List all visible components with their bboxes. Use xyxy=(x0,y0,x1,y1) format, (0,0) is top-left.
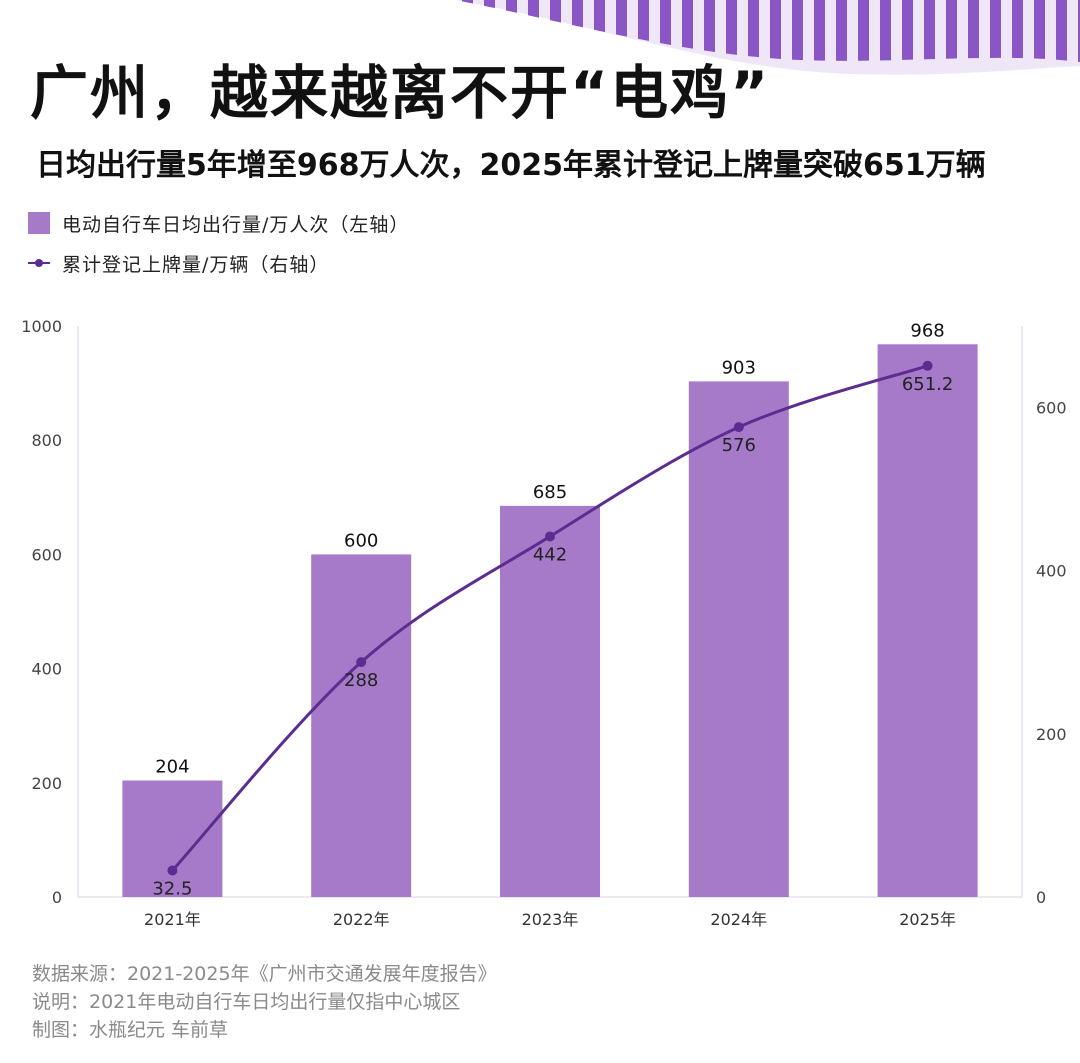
deco-stripe xyxy=(748,0,759,62)
deco-stripe xyxy=(1078,0,1080,62)
deco-stripe xyxy=(1034,0,1045,62)
y-right-tick-label: 400 xyxy=(1036,562,1067,581)
bar xyxy=(311,554,412,897)
deco-stripe xyxy=(638,0,649,62)
source-note: 数据来源：2021-2025年《广州市交通发展年度报告》 xyxy=(32,963,497,985)
decorative-stripe-wave xyxy=(455,0,1080,75)
y-left-tick-label: 1000 xyxy=(21,317,62,336)
deco-stripe xyxy=(704,0,715,62)
x-tick-label: 2021年 xyxy=(144,910,201,929)
deco-stripe xyxy=(1012,0,1023,62)
page-title: 广州，越来越离不开“电鸡” xyxy=(30,59,771,127)
legend-bar-swatch-icon xyxy=(28,212,50,234)
y-right-tick-label: 600 xyxy=(1036,399,1067,418)
y-right-tick-label: 200 xyxy=(1036,725,1067,744)
bar xyxy=(500,505,600,897)
legend-line-label: 累计登记上牌量/万辆（右轴） xyxy=(62,253,330,276)
line-data-label: 288 xyxy=(344,670,378,691)
deco-stripe xyxy=(770,0,781,62)
line-data-label: 576 xyxy=(722,435,756,456)
deco-stripe xyxy=(924,0,935,62)
x-tick-label: 2024年 xyxy=(710,910,767,929)
x-tick-label: 2025年 xyxy=(899,910,956,929)
page-subtitle: 日均出行量5年增至968万人次，2025年累计登记上牌量突破651万辆 xyxy=(36,148,986,183)
x-tick-label: 2022年 xyxy=(333,910,390,929)
bar-data-label: 204 xyxy=(155,757,189,778)
deco-stripe xyxy=(968,0,979,62)
line-point xyxy=(356,657,367,668)
legend-item-bar: 电动自行车日均出行量/万人次（左轴） xyxy=(28,206,409,240)
line-data-label: 442 xyxy=(533,544,567,565)
deco-stripe xyxy=(660,0,671,62)
bar-data-label: 685 xyxy=(533,482,567,503)
legend-item-line: 累计登记上牌量/万辆（右轴） xyxy=(28,246,409,280)
y-left-tick-label: 400 xyxy=(31,660,62,679)
chart-legend: 电动自行车日均出行量/万人次（左轴） 累计登记上牌量/万辆（右轴） xyxy=(28,206,409,286)
deco-stripe xyxy=(902,0,913,62)
deco-wave-shadow xyxy=(455,0,1080,75)
bar xyxy=(122,780,223,897)
line-point xyxy=(733,422,744,433)
x-tick-label: 2023年 xyxy=(522,910,579,929)
explanation-note: 说明：2021年电动自行车日均出行量仅指中心城区 xyxy=(32,991,461,1013)
legend-line-marker-icon xyxy=(28,259,50,267)
deco-stripe xyxy=(616,0,627,62)
deco-stripe xyxy=(880,0,891,62)
y-left-tick-label: 800 xyxy=(31,431,62,450)
y-left-tick-label: 0 xyxy=(52,888,62,907)
legend-bar-label: 电动自行车日均出行量/万人次（左轴） xyxy=(62,213,410,236)
chart: 0 200 400 600 800 1000 0 200 400 600 2021年 2022年 202… xyxy=(21,317,1067,929)
line-point xyxy=(545,531,555,542)
line-data-label: 32.5 xyxy=(152,878,192,899)
y-left-tick-label: 600 xyxy=(31,545,62,564)
line-point xyxy=(922,360,933,371)
deco-stripe xyxy=(1056,0,1067,62)
deco-stripe xyxy=(946,0,957,62)
y-left-tick-label: 200 xyxy=(31,774,62,793)
bar-data-label: 903 xyxy=(722,357,756,378)
chart-footer: 数据来源：2021-2025年《广州市交通发展年度报告》 说明：2021年电动自… xyxy=(32,960,497,1044)
bar xyxy=(688,381,789,898)
deco-stripe xyxy=(836,0,847,62)
y-right-tick-label: 0 xyxy=(1036,888,1046,907)
deco-stripe xyxy=(858,0,869,62)
bar-data-label: 600 xyxy=(344,530,378,551)
deco-stripe xyxy=(990,0,1001,62)
deco-stripe xyxy=(814,0,825,62)
deco-stripe xyxy=(682,0,693,62)
series-line xyxy=(171,364,929,872)
bar-data-label: 968 xyxy=(910,320,944,341)
line-data-label: 651.2 xyxy=(902,374,954,395)
line-point xyxy=(167,865,178,876)
bar xyxy=(877,344,978,898)
deco-stripe xyxy=(792,0,803,62)
deco-stripe xyxy=(726,0,737,62)
credit-note: 制图：水瓶纪元 车前草 xyxy=(32,1019,229,1041)
